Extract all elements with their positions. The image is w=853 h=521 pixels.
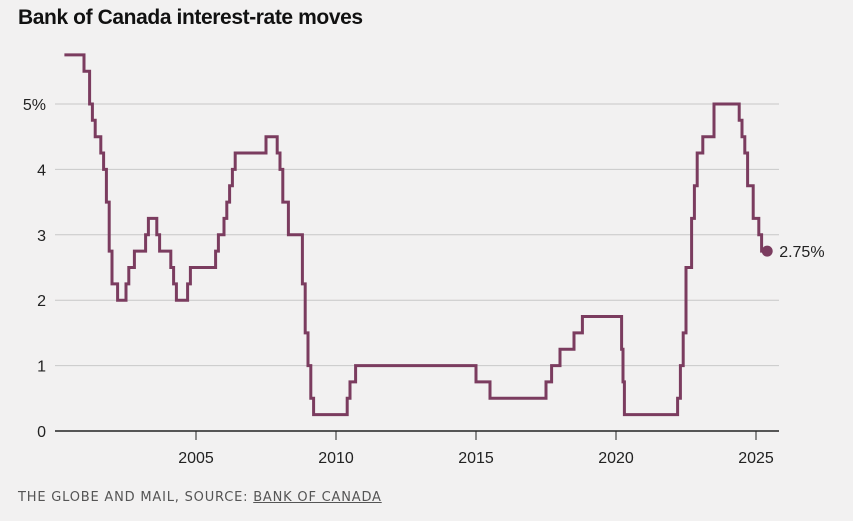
y-tick-label: 5% xyxy=(23,97,46,114)
credit-prefix: THE GLOBE AND MAIL, SOURCE: xyxy=(18,490,254,505)
x-tick-label: 2015 xyxy=(458,450,494,467)
y-tick-label: 0 xyxy=(37,424,46,441)
source-credit: THE GLOBE AND MAIL, SOURCE: BANK OF CANA… xyxy=(18,490,382,505)
y-tick-label: 2 xyxy=(37,293,46,310)
x-tick-label: 2010 xyxy=(318,450,354,467)
grid-lines xyxy=(55,103,779,367)
x-tick-label: 2005 xyxy=(178,450,214,467)
policy-rate-line xyxy=(64,53,768,417)
y-axis-tick-labels: 0 1 2 3 4 5% xyxy=(23,97,46,441)
latest-rate-label: 2.75% xyxy=(779,244,824,261)
x-tick-label: 2020 xyxy=(598,450,634,467)
y-tick-label: 1 xyxy=(37,359,46,376)
latest-rate-marker xyxy=(761,245,773,257)
y-tick-label: 4 xyxy=(37,162,46,179)
chart-title: Bank of Canada interest-rate moves xyxy=(18,6,363,29)
source-link[interactable]: BANK OF CANADA xyxy=(253,490,382,505)
x-tick-label: 2025 xyxy=(738,450,774,467)
y-tick-label: 3 xyxy=(37,228,46,245)
x-axis-ticks: 2005 2010 2015 2020 2025 xyxy=(178,431,774,467)
